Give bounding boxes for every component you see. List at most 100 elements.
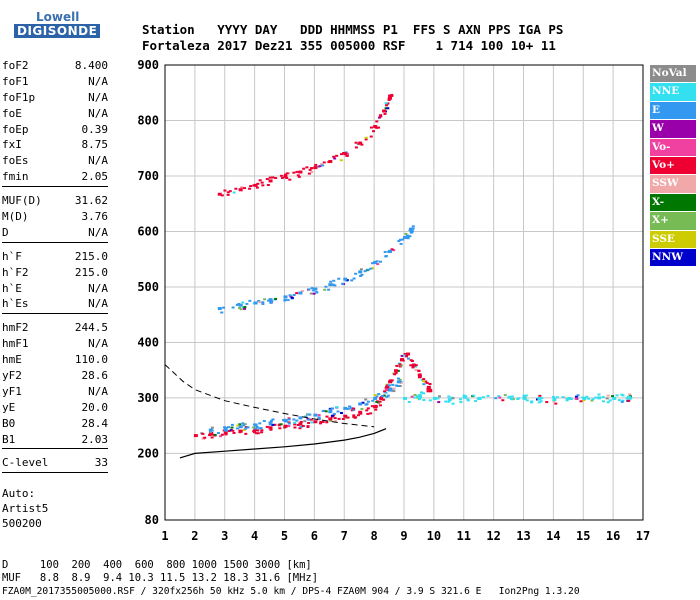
echo-point bbox=[429, 388, 433, 391]
echo-point bbox=[265, 425, 269, 428]
echo-point bbox=[383, 250, 387, 253]
echo-point bbox=[319, 420, 323, 423]
echo-point bbox=[350, 279, 354, 282]
echo-point bbox=[271, 418, 275, 421]
param-name: fxI bbox=[2, 138, 22, 152]
echo-point bbox=[579, 400, 583, 403]
echo-point bbox=[428, 383, 432, 386]
echo-point bbox=[335, 406, 339, 409]
echo-point bbox=[279, 174, 283, 177]
trace-point bbox=[238, 303, 243, 307]
echo-point bbox=[261, 301, 265, 304]
trace-point bbox=[268, 426, 273, 430]
echo-point bbox=[393, 373, 397, 376]
echo-point bbox=[411, 366, 415, 369]
trace-point bbox=[373, 125, 378, 129]
trace-point bbox=[373, 396, 378, 400]
echo-point bbox=[316, 165, 320, 168]
echo-point bbox=[227, 426, 231, 429]
echo-point bbox=[486, 394, 490, 397]
param-value: 33 bbox=[94, 456, 108, 470]
echo-point bbox=[234, 187, 238, 190]
x-tick-label: 16 bbox=[606, 529, 620, 543]
density-profile-line bbox=[179, 428, 387, 459]
echo-point bbox=[390, 379, 394, 382]
echo-point bbox=[258, 427, 262, 430]
trace-point bbox=[462, 395, 467, 399]
footer-d-row: D 100 200 400 600 800 1000 1500 3000 [km… bbox=[2, 559, 312, 571]
echo-point bbox=[545, 401, 549, 404]
echo-point bbox=[216, 432, 220, 435]
echo-point bbox=[565, 399, 569, 402]
echo-point bbox=[605, 397, 609, 400]
param-separator bbox=[2, 241, 108, 249]
param-value: N/A bbox=[88, 225, 108, 239]
echo-point bbox=[220, 311, 224, 314]
echo-point bbox=[260, 431, 264, 434]
trace-point bbox=[268, 421, 273, 425]
x-tick-label: 10 bbox=[427, 529, 441, 543]
echo-point bbox=[422, 399, 426, 402]
param-value: 215.0 bbox=[74, 249, 108, 263]
param-name: h`Es bbox=[2, 297, 29, 311]
trace-point bbox=[379, 396, 384, 400]
echo-point bbox=[396, 377, 400, 380]
trace-point bbox=[298, 170, 303, 174]
echo-point bbox=[261, 302, 265, 305]
echo-point bbox=[459, 398, 463, 401]
echo-point bbox=[385, 388, 389, 391]
echo-point bbox=[286, 299, 290, 302]
trace-point bbox=[358, 270, 363, 274]
echo-point bbox=[497, 395, 501, 398]
param-value: 8.75 bbox=[81, 138, 109, 152]
echo-point bbox=[260, 429, 264, 432]
echo-point bbox=[224, 433, 228, 436]
param-name: h`F bbox=[2, 249, 22, 263]
echo-point bbox=[377, 401, 381, 404]
echo-point bbox=[255, 425, 259, 428]
trace-point bbox=[408, 227, 413, 231]
footer-file-row: FZA0M_2017355005000.RSF / 320fx256h 50 k… bbox=[2, 586, 580, 597]
x-tick-label: 13 bbox=[516, 529, 530, 543]
trace-point bbox=[283, 295, 288, 299]
param-name: foF1p bbox=[2, 90, 36, 104]
param-value: 110.0 bbox=[74, 353, 108, 367]
trace-point bbox=[388, 249, 393, 253]
echo-point bbox=[333, 420, 337, 423]
y-tick-label: 300 bbox=[137, 391, 159, 405]
echo-point bbox=[210, 426, 214, 429]
param-name: fmin bbox=[2, 170, 29, 184]
echo-point bbox=[341, 282, 345, 285]
echo-point bbox=[315, 291, 319, 294]
echo-point bbox=[451, 397, 455, 400]
chart-grid bbox=[164, 64, 644, 521]
param-name: hmE bbox=[2, 353, 22, 367]
echo-point bbox=[387, 97, 391, 100]
echo-point bbox=[258, 301, 262, 304]
param-row: h`F2 215.0 bbox=[2, 265, 108, 281]
echo-point bbox=[378, 404, 382, 407]
legend-item-e: E bbox=[650, 101, 696, 120]
param-name: yF2 bbox=[2, 369, 22, 383]
echo-point bbox=[416, 397, 420, 400]
echo-point bbox=[424, 380, 428, 383]
echo-point bbox=[226, 193, 230, 196]
echo-point bbox=[403, 352, 407, 355]
echo-point bbox=[321, 164, 325, 167]
echo-point bbox=[382, 398, 386, 401]
echo-point bbox=[615, 394, 619, 397]
echo-point bbox=[321, 420, 325, 423]
x-tick-label: 15 bbox=[576, 529, 590, 543]
trace-point bbox=[394, 369, 399, 373]
legend-item-w: W bbox=[650, 120, 696, 138]
echo-point bbox=[428, 399, 432, 402]
echo-point bbox=[339, 412, 343, 415]
echo-point bbox=[555, 396, 559, 399]
echo-point bbox=[411, 227, 415, 230]
trace-point bbox=[193, 434, 198, 438]
echo-point bbox=[296, 423, 300, 426]
param-name: D bbox=[2, 225, 9, 239]
echo-point bbox=[352, 408, 356, 411]
echo-point bbox=[292, 293, 296, 296]
trace-point bbox=[328, 417, 333, 421]
